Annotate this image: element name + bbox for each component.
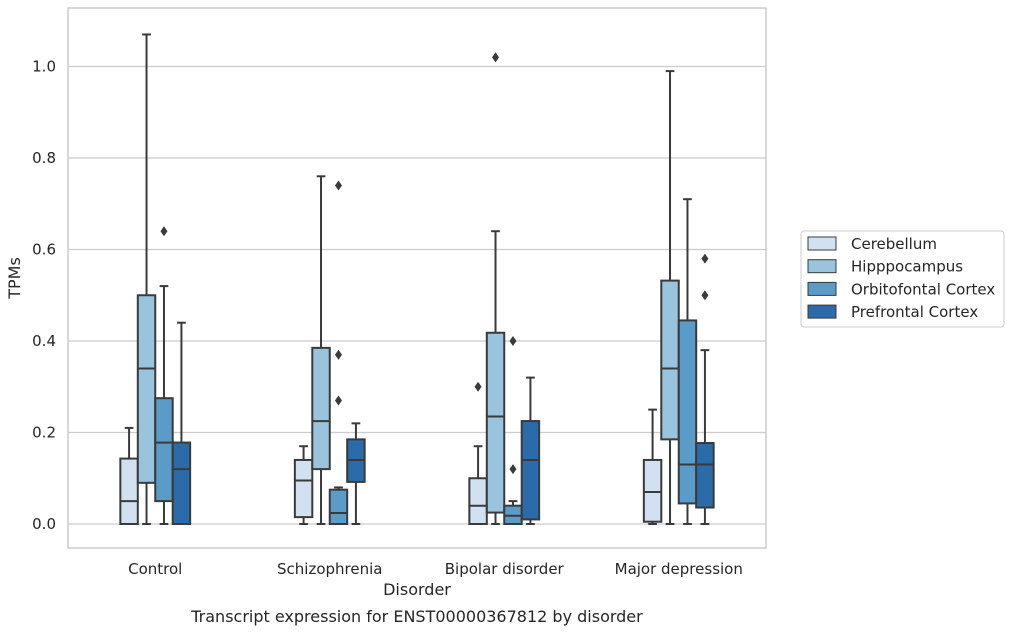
legend-frame [800,230,1005,328]
legend: Cerebellum Hipppocampus Orbitofontal Corte… [800,230,1005,328]
iqr-box [660,279,680,441]
iqr-box [119,457,139,526]
iqr-box [520,420,541,521]
y-tick-labels: 0.0 0.2 0.4 0.6 0.8 1.0 [32,58,56,534]
outlier-point [701,253,709,264]
boxplot-groups [119,33,715,526]
x-tick-label: Bipolar disorder [445,560,565,578]
x-tick-labels: Control Schizophrenia Bipolar disorder Majo… [128,560,743,578]
box-hipppocampus [136,33,157,525]
y-tick-label: 1.0 [32,58,56,76]
iqr-box [468,477,488,525]
box-cerebellum [119,426,139,526]
box-orbitofontal-cortex [677,198,698,525]
iqr-box [677,319,698,505]
category-group [293,175,366,525]
iqr-box [171,441,192,525]
iqr-box [328,488,349,525]
iqr-box [293,458,314,519]
x-tick-label: Schizophrenia [277,560,382,578]
y-tick-label: 0.0 [32,515,56,533]
box-hipppocampus [485,52,506,525]
box-cerebellum [293,445,314,525]
box-hipppocampus [311,175,331,525]
box-orbitofontal-cortex [154,226,174,525]
outlier-point [160,226,168,237]
box-prefrontal-cortex [171,321,192,525]
iqr-box [695,442,715,509]
iqr-box [485,331,506,514]
legend-entry: Prefrontal Cortex [851,303,978,321]
x-tick-label: Major depression [615,560,743,578]
legend-swatch [807,304,837,319]
iqr-box [311,346,331,471]
legend-swatch [807,281,837,296]
legend-entry: Hipppocampus [851,258,963,276]
iqr-box [136,294,157,484]
iqr-box [642,458,663,523]
y-tick-label: 0.8 [32,149,56,167]
outlier-point [509,336,517,346]
category-group [642,70,715,525]
box-hipppocampus [660,70,680,525]
legend-swatch [807,236,837,251]
y-tick-label: 0.6 [32,241,56,259]
outlier-point [509,464,517,475]
box-cerebellum [642,408,663,525]
y-tick-label: 0.4 [32,332,56,350]
y-tick-label: 0.2 [32,424,56,442]
outlier-point [334,180,342,191]
outlier-point [701,290,709,301]
box-prefrontal-cortex [520,376,541,525]
outlier-point [492,52,500,63]
box-prefrontal-cortex [695,253,715,525]
category-group [468,52,541,526]
outlier-point [334,395,342,406]
legend-swatch [807,259,837,274]
iqr-box [154,397,174,503]
figure-caption: Transcript expression for ENST0000036781… [190,607,643,626]
box-orbitofontal-cortex [328,180,349,525]
box-prefrontal-cortex [346,422,366,525]
category-group [119,33,192,526]
legend-entry: Orbitofontal Cortex [851,280,995,298]
outlier-point [334,349,342,360]
x-axis-label: Disorder [383,580,451,599]
x-tick-label: Control [128,560,182,578]
outlier-point [474,381,482,392]
y-axis-label: TPMs [5,257,24,300]
legend-entry: Cerebellum [851,235,937,253]
